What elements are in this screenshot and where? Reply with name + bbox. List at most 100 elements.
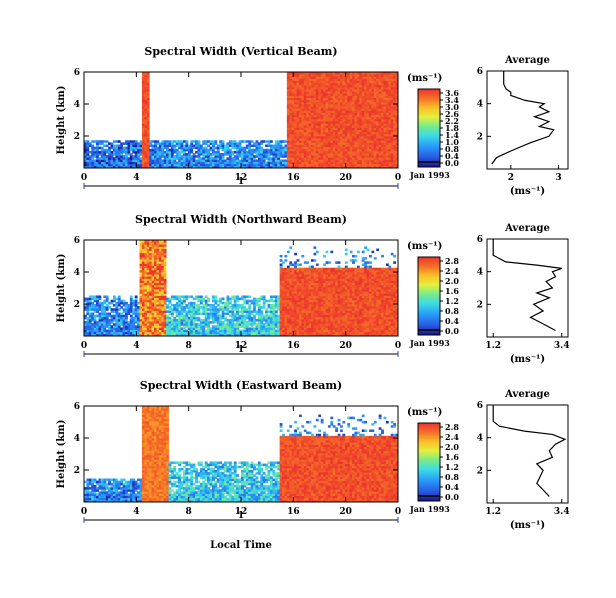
heatmap-cell <box>286 136 290 139</box>
heatmap-cell <box>390 112 394 116</box>
heatmap-cell <box>117 153 121 156</box>
heatmap-cell <box>250 323 254 326</box>
heatmap-cell <box>192 306 196 309</box>
heatmap-cell <box>359 165 363 169</box>
heatmap-cell <box>327 116 331 120</box>
heatmap-cell <box>286 146 290 150</box>
heatmap-cell <box>286 84 290 88</box>
heatmap-cell <box>301 165 305 169</box>
heatmap-cell <box>286 91 290 94</box>
heatmap-cell <box>279 144 283 148</box>
heatmap-cell <box>277 331 281 335</box>
heatmap-cell <box>84 314 87 318</box>
heatmap-cell <box>214 327 218 330</box>
heatmap-cell <box>163 242 167 245</box>
heatmap-cell <box>236 308 239 311</box>
heatmap-cell <box>286 78 290 81</box>
heatmap-cell <box>127 161 131 165</box>
heatmap-cell <box>366 91 370 94</box>
heatmap-cell <box>238 153 242 156</box>
heatmap-cell <box>361 86 365 90</box>
heatmap-cell <box>262 163 266 167</box>
heatmap-cell <box>228 306 232 309</box>
heatmap-cell <box>378 161 382 165</box>
heatmap-cell <box>344 125 348 128</box>
heatmap-cell <box>86 150 90 154</box>
heatmap-cell <box>356 161 360 165</box>
heatmap-cell <box>199 163 203 167</box>
heatmap-cell <box>383 131 387 135</box>
heatmap-cell <box>158 304 162 307</box>
heatmap-cell <box>286 101 290 105</box>
heatmap-cell <box>192 329 196 333</box>
colorbar-segment <box>418 164 440 167</box>
heatmap-cell <box>241 297 244 301</box>
heatmap-cell <box>96 163 99 167</box>
heatmap-cell <box>257 150 261 154</box>
heatmap-cell <box>146 89 150 92</box>
heatmap-cell <box>306 108 310 111</box>
heatmap-cell <box>318 95 322 98</box>
heatmap-cell <box>185 144 189 148</box>
heatmap-cell <box>291 144 295 148</box>
heatmap-cell <box>168 144 172 148</box>
heatmap-cell <box>335 114 339 118</box>
heatmap-cell <box>340 153 343 156</box>
heatmap-cell <box>349 138 353 141</box>
heatmap-cell <box>291 80 295 84</box>
heatmap-cell <box>161 240 165 243</box>
heatmap-cell <box>154 329 157 333</box>
heatmap-cell <box>303 146 307 150</box>
heatmap-cell <box>257 148 261 152</box>
heatmap-cell <box>347 76 351 79</box>
heatmap-cell <box>325 127 329 130</box>
heatmap-cell <box>226 163 230 167</box>
heatmap-cell <box>158 269 162 273</box>
heatmap-cell <box>344 114 348 118</box>
heatmap-cell <box>393 159 396 162</box>
heatmap-cell <box>284 267 288 271</box>
heatmap-cell <box>146 142 150 145</box>
heatmap-cell <box>381 163 384 167</box>
heatmap-cell <box>342 91 346 94</box>
heatmap-cell <box>282 289 285 292</box>
heatmap-cell <box>175 310 179 313</box>
heatmap-cell <box>361 140 365 143</box>
heatmap-cell <box>376 95 380 98</box>
heatmap-cell <box>207 316 210 320</box>
heatmap-cell <box>180 163 184 167</box>
heatmap-cell <box>93 155 97 158</box>
heatmap-cell <box>163 310 167 313</box>
heatmap-cell <box>323 136 326 139</box>
heatmap-cell <box>139 159 143 162</box>
heatmap-cell <box>366 84 370 88</box>
heatmap-cell <box>151 252 155 256</box>
heatmap-cell <box>352 99 355 103</box>
heatmap-cell <box>366 118 370 122</box>
heatmap-cell <box>308 97 312 101</box>
heatmap-cell <box>146 240 150 243</box>
heatmap-cell <box>195 329 198 333</box>
heatmap-cell <box>93 304 97 307</box>
heatmap-cell <box>335 97 339 101</box>
heatmap-cell <box>243 316 247 320</box>
heatmap-cell <box>286 308 290 311</box>
heatmap-cell <box>173 304 177 307</box>
heatmap-cell <box>110 327 114 330</box>
heatmap-cell <box>352 104 355 107</box>
heatmap-cell <box>315 163 319 167</box>
heatmap-cell <box>241 159 244 162</box>
heatmap-cell <box>248 153 252 156</box>
heatmap-cell <box>98 331 102 335</box>
heatmap-cell <box>373 125 377 128</box>
heatmap-cell <box>286 148 290 152</box>
heatmap-cell <box>98 153 102 156</box>
heatmap-cell <box>156 304 160 307</box>
heatmap-cell <box>161 284 165 288</box>
heatmap-cell <box>388 82 392 86</box>
heatmap-cell <box>231 165 235 169</box>
heatmap-cell <box>294 84 297 88</box>
heatmap-cell <box>378 76 382 79</box>
heatmap-cell <box>344 116 348 120</box>
heatmap-cell <box>291 118 295 122</box>
